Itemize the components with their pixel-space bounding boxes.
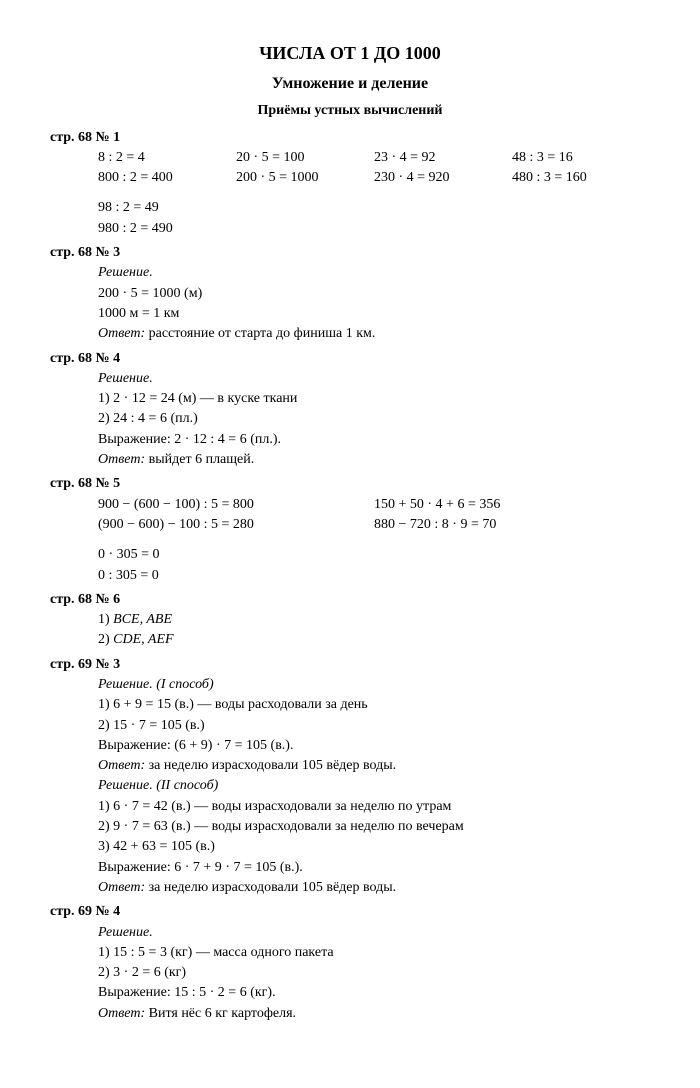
section-69-4-body: Решение. 1) 15 : 5 = 3 (кг) — масса одно… xyxy=(50,923,650,1024)
line: Выражение: 15 : 5 · 2 = 6 (кг). xyxy=(98,983,650,1003)
line: 200 · 5 = 1000 (м) xyxy=(98,284,650,304)
eq: 150 + 50 · 4 + 6 = 356 xyxy=(374,495,650,515)
answer-text: за неделю израсходовали 105 вёдер воды. xyxy=(145,758,396,773)
line: 3) 42 + 63 = 105 (в.) xyxy=(98,837,650,857)
line: Выражение: 6 · 7 + 9 · 7 = 105 (в.). xyxy=(98,858,650,878)
line: Выражение: 2 · 12 : 4 = 6 (пл.). xyxy=(98,430,650,450)
eq: 48 : 3 = 16 xyxy=(512,148,650,168)
reshenie-label: Решение. xyxy=(98,265,153,280)
line: 1) 6 · 7 = 42 (в.) — воды израсходовали … xyxy=(98,797,650,817)
section-68-6-label: стр. 68 № 6 xyxy=(50,590,650,610)
eq: 230 · 4 = 920 xyxy=(374,168,512,188)
eq: 480 : 3 = 160 xyxy=(512,168,650,188)
answer-text: выйдет 6 плащей. xyxy=(145,452,254,467)
answer-label: Ответ: xyxy=(98,758,145,773)
eq: 0 · 305 = 0 xyxy=(98,545,650,565)
section-68-4-label: стр. 68 № 4 xyxy=(50,349,650,369)
line-prefix: 2) xyxy=(98,632,113,647)
subsubtitle: Приёмы устных вычислений xyxy=(50,101,650,121)
reshenie-label: Решение. (I способ) xyxy=(98,677,214,692)
section-68-6-body: 1) BCE, ABE 2) CDE, AEF xyxy=(50,610,650,651)
section-69-4-label: стр. 69 № 4 xyxy=(50,902,650,922)
section-68-5-body: 900 − (600 − 100) : 5 = 800 150 + 50 · 4… xyxy=(50,495,650,586)
eq: (900 − 600) − 100 : 5 = 280 xyxy=(98,515,374,535)
section-68-4-body: Решение. 1) 2 · 12 = 24 (м) — в куске тк… xyxy=(50,369,650,470)
line-italic: CDE, AEF xyxy=(113,632,173,647)
answer-text: за неделю израсходовали 105 вёдер воды. xyxy=(145,880,396,895)
line: 2) 3 · 2 = 6 (кг) xyxy=(98,963,650,983)
eq: 98 : 2 = 49 xyxy=(98,198,650,218)
section-69-3-body: Решение. (I способ) 1) 6 + 9 = 15 (в.) —… xyxy=(50,675,650,898)
answer-label: Ответ: xyxy=(98,326,145,341)
line: 1000 м = 1 км xyxy=(98,304,650,324)
subtitle: Умножение и деление xyxy=(50,72,650,95)
section-68-1-body: 8 : 2 = 4 20 · 5 = 100 23 · 4 = 92 48 : … xyxy=(50,148,650,239)
line: 2) 9 · 7 = 63 (в.) — воды израсходовали … xyxy=(98,817,650,837)
reshenie-label: Решение. xyxy=(98,925,153,940)
answer-label: Ответ: xyxy=(98,880,145,895)
line: 2) 24 : 4 = 6 (пл.) xyxy=(98,409,650,429)
eq: 0 : 305 = 0 xyxy=(98,566,650,586)
eq: 8 : 2 = 4 xyxy=(98,148,236,168)
section-68-1-label: стр. 68 № 1 xyxy=(50,128,650,148)
section-69-3-label: стр. 69 № 3 xyxy=(50,655,650,675)
eq: 23 · 4 = 92 xyxy=(374,148,512,168)
eq: 900 − (600 − 100) : 5 = 800 xyxy=(98,495,374,515)
line: 1) 15 : 5 = 3 (кг) — масса одного пакета xyxy=(98,943,650,963)
line-italic: BCE, ABE xyxy=(113,612,172,627)
eq: 800 : 2 = 400 xyxy=(98,168,236,188)
answer-text: Витя нёс 6 кг картофеля. xyxy=(145,1006,296,1021)
eq: 980 : 2 = 490 xyxy=(98,219,650,239)
answer-label: Ответ: xyxy=(98,452,145,467)
eq: 200 · 5 = 1000 xyxy=(236,168,374,188)
line: 1) 2 · 12 = 24 (м) — в куске ткани xyxy=(98,389,650,409)
answer-label: Ответ: xyxy=(98,1006,145,1021)
reshenie-label: Решение. xyxy=(98,371,153,386)
section-68-3-label: стр. 68 № 3 xyxy=(50,243,650,263)
line-prefix: 1) xyxy=(98,612,113,627)
line: Выражение: (6 + 9) · 7 = 105 (в.). xyxy=(98,736,650,756)
title: ЧИСЛА ОТ 1 ДО 1000 xyxy=(50,40,650,66)
line: 2) 15 · 7 = 105 (в.) xyxy=(98,716,650,736)
line: 1) 6 + 9 = 15 (в.) — воды расходовали за… xyxy=(98,695,650,715)
eq: 880 − 720 : 8 · 9 = 70 xyxy=(374,515,650,535)
section-68-3-body: Решение. 200 · 5 = 1000 (м) 1000 м = 1 к… xyxy=(50,263,650,344)
section-68-5-label: стр. 68 № 5 xyxy=(50,474,650,494)
reshenie-label: Решение. (II способ) xyxy=(98,778,218,793)
eq: 20 · 5 = 100 xyxy=(236,148,374,168)
answer-text: расстояние от старта до финиша 1 км. xyxy=(145,326,375,341)
